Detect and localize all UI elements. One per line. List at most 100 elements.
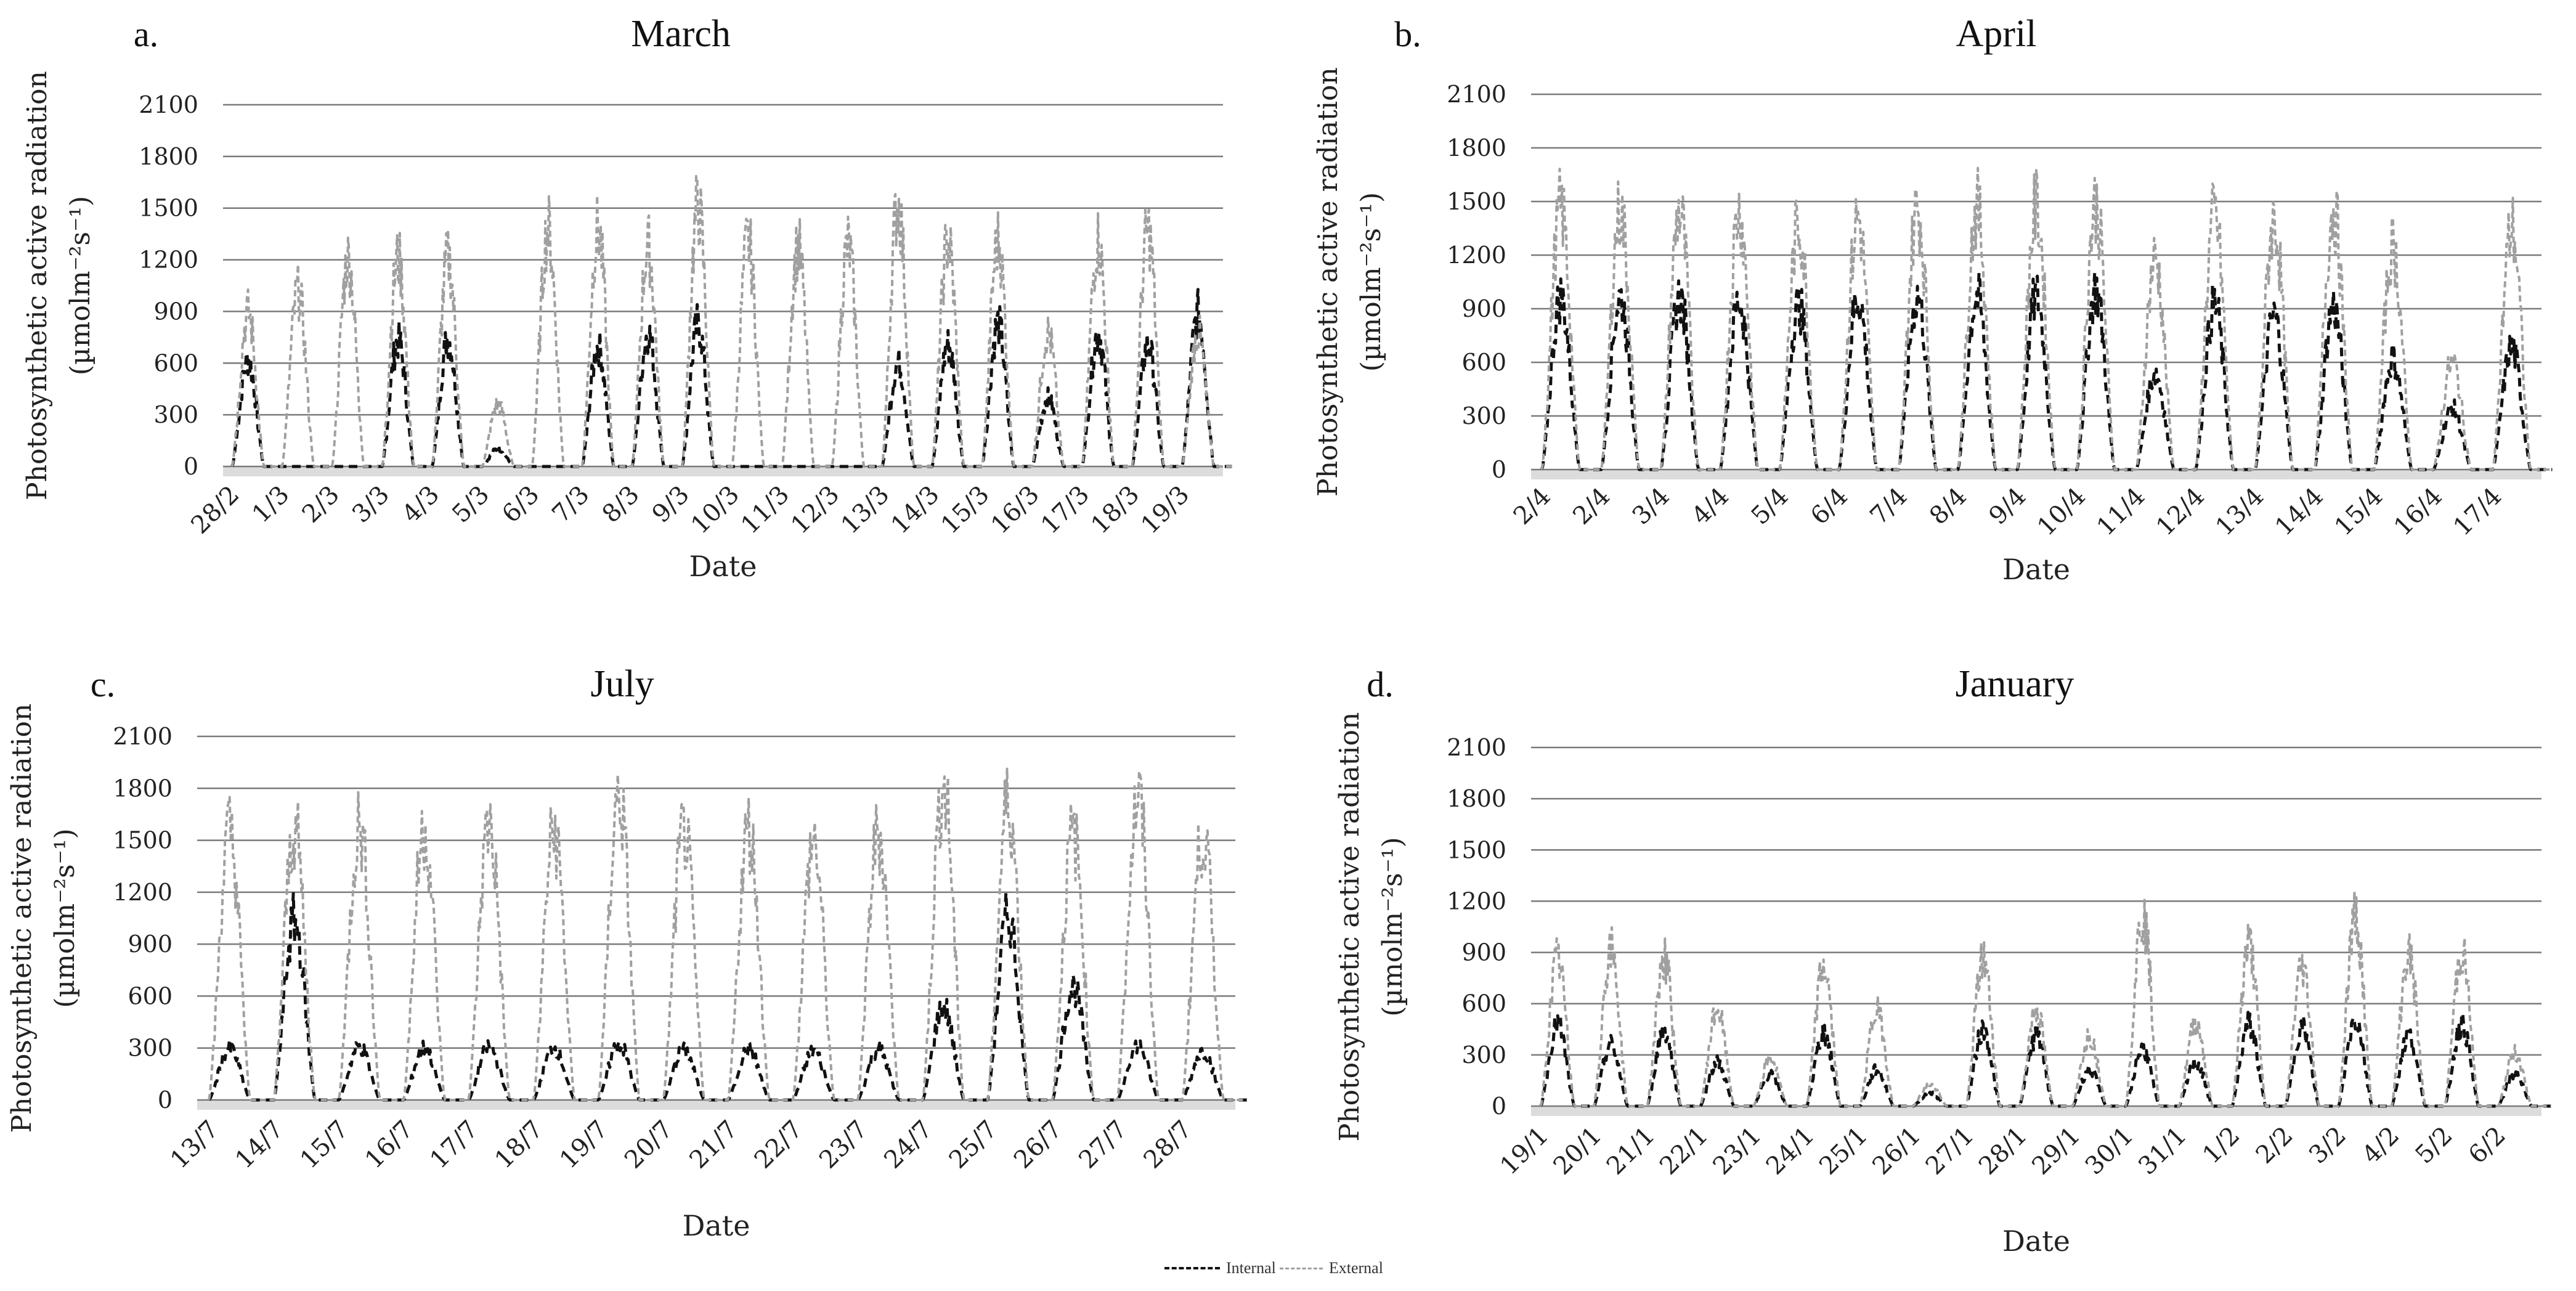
- y-tick-label: 300: [128, 1035, 173, 1062]
- x-tick-label: 17/4: [2448, 483, 2507, 542]
- x-tick-label: 21/1: [1601, 1122, 1660, 1181]
- x-tick-label: 26/1: [1867, 1122, 1926, 1181]
- baseline-band: [1531, 1106, 2541, 1116]
- x-tick-label: 17/7: [425, 1115, 484, 1175]
- x-tick-label: 30/1: [2080, 1122, 2139, 1181]
- x-tick-label: 15/7: [295, 1115, 354, 1175]
- baseline-band: [1531, 470, 2541, 479]
- y-axis-units: (µmolm⁻²s⁻¹): [1377, 837, 1408, 1016]
- x-tick-label: 27/1: [1920, 1122, 1980, 1181]
- series-line-internal: [1539, 1011, 2551, 1108]
- panel-label: d.: [1367, 664, 1394, 704]
- x-tick-label: 5/2: [2410, 1122, 2458, 1170]
- chart-title: January: [1956, 663, 2074, 705]
- x-tick-label: 11/3: [736, 481, 795, 540]
- y-axis-units: (µmolm⁻²s⁻¹): [65, 196, 96, 375]
- y-tick-label: 1200: [1447, 242, 1506, 269]
- y-tick-label: 900: [1461, 939, 1506, 966]
- x-tick-label: 8/3: [597, 481, 645, 529]
- x-tick-label: 6/3: [497, 481, 545, 529]
- x-tick-label: 8/4: [1924, 483, 1972, 531]
- series-line-external: [208, 767, 1247, 1101]
- x-tick-label: 7/4: [1865, 483, 1913, 531]
- legend-external-label: External: [1328, 1259, 1383, 1277]
- x-tick-label: 3/3: [347, 481, 395, 529]
- y-tick-label: 600: [1461, 349, 1506, 376]
- y-tick-label: 1500: [1447, 836, 1506, 863]
- series-line-external: [230, 174, 1232, 468]
- chart-title: April: [1956, 13, 2037, 55]
- x-tick-label: 3/4: [1627, 483, 1675, 531]
- x-tick-label: 12/4: [2151, 483, 2210, 542]
- chart-panel-march: 2100 1800 1500 1200 900 600 300 0 a. March Photosy…: [22, 13, 1232, 583]
- x-tick-label: 15/4: [2329, 483, 2388, 542]
- y-tick-label: 1500: [1447, 188, 1506, 215]
- x-tick-label: 4/4: [1686, 483, 1734, 531]
- y-tick-label: 1200: [1447, 887, 1506, 914]
- panel-label: b.: [1394, 14, 1421, 54]
- x-tick-label: 26/7: [1009, 1115, 1068, 1175]
- legend-internal-swatch: [1164, 1267, 1220, 1269]
- baseline-band: [223, 466, 1223, 476]
- y-tick-label: 300: [1461, 402, 1506, 430]
- y-tick-label: 300: [1461, 1041, 1506, 1069]
- x-tick-label: 16/7: [360, 1115, 419, 1175]
- y-axis-label: Photosynthetic active radiation: [1312, 67, 1344, 497]
- y-axis-label: Photosynthetic active radiation: [1334, 712, 1365, 1142]
- x-tick-label: 18/3: [1086, 481, 1145, 540]
- x-tick-label: 22/7: [749, 1115, 808, 1175]
- y-tick-label: 0: [1492, 456, 1506, 483]
- legend: Internal External: [1164, 1256, 1384, 1281]
- x-axis-label: Date: [2002, 553, 2070, 586]
- baseline-band: [197, 1100, 1235, 1110]
- x-tick-label: 2/3: [297, 481, 345, 529]
- y-tick-label: 1800: [139, 143, 198, 170]
- chart-title: July: [590, 663, 654, 705]
- series-line-external: [1540, 166, 2553, 471]
- x-tick-label: 4/3: [397, 481, 445, 529]
- x-tick-label: 28/2: [185, 481, 245, 540]
- y-tick-label: 2100: [113, 723, 173, 750]
- chart-panel-january: 2100 1800 1500 1200 900 600 300 0 d. January Photo…: [1334, 663, 2551, 1258]
- x-tick-label: 11/4: [2091, 483, 2150, 542]
- y-tick-label: 0: [1492, 1093, 1506, 1120]
- x-tick-label: 2/2: [2251, 1122, 2299, 1170]
- x-tick-label: 4/2: [2357, 1122, 2405, 1170]
- y-tick-label: 2100: [139, 91, 198, 118]
- x-tick-label: 10/3: [686, 481, 745, 540]
- x-tick-label: 16/3: [986, 481, 1045, 540]
- x-tick-label: 23/1: [1707, 1122, 1766, 1181]
- y-tick-label: 600: [153, 349, 198, 377]
- x-tick-label: 5/4: [1746, 483, 1794, 531]
- chart-panel-april: 2100 1800 1500 1200 900 600 300 0 b. April Photosy…: [1312, 13, 2553, 586]
- y-axis-label: Photosynthetic active radiation: [6, 704, 38, 1133]
- x-tick-label: 28/7: [1139, 1115, 1198, 1175]
- y-tick-label: 900: [153, 298, 198, 325]
- series-line-external: [1539, 889, 2551, 1107]
- y-tick-label: 0: [158, 1086, 173, 1114]
- x-tick-label: 22/1: [1654, 1122, 1713, 1181]
- series-line-internal: [1540, 271, 2553, 471]
- y-axis-label: Photosynthetic active radiation: [22, 71, 53, 500]
- x-tick-label: 16/4: [2389, 483, 2448, 542]
- y-tick-label: 1200: [113, 879, 173, 906]
- x-tick-label: 3/2: [2304, 1122, 2352, 1170]
- panel-label: a.: [134, 14, 158, 54]
- x-tick-label: 12/3: [786, 481, 845, 540]
- y-tick-label: 1500: [139, 195, 198, 222]
- x-tick-label: 2/4: [1508, 483, 1556, 531]
- x-tick-label: 5/3: [447, 481, 495, 529]
- x-axis-label: Date: [2002, 1224, 2070, 1258]
- y-tick-label: 900: [1461, 295, 1506, 322]
- legend-external-swatch: [1279, 1267, 1323, 1269]
- y-axis-units: (µmolm⁻²s⁻¹): [1355, 192, 1387, 372]
- x-tick-label: 19/3: [1136, 481, 1195, 540]
- x-tick-label: 6/4: [1805, 483, 1853, 531]
- x-tick-label: 31/1: [2133, 1122, 2192, 1181]
- x-tick-label: 2/4: [1567, 483, 1615, 531]
- x-tick-label: 25/7: [944, 1115, 1003, 1175]
- x-tick-label: 14/4: [2270, 483, 2329, 542]
- x-tick-label: 14/7: [230, 1115, 289, 1175]
- x-tick-label: 6/2: [2463, 1122, 2511, 1170]
